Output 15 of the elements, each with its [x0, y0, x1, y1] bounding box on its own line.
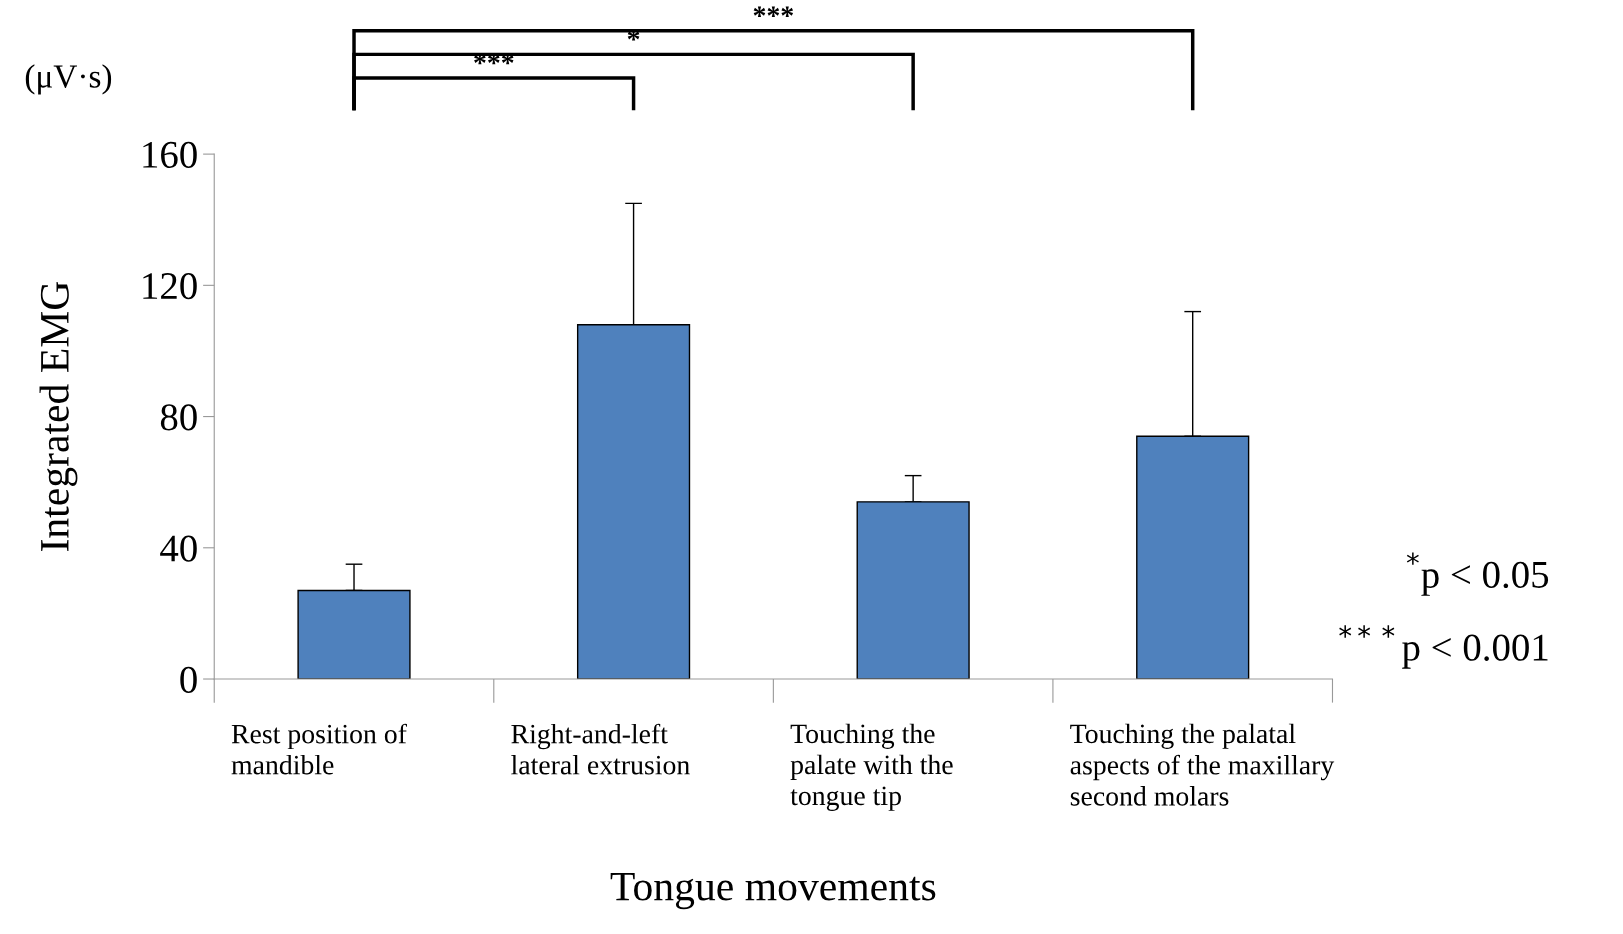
y-tick-label: 40	[160, 535, 197, 562]
text: ***	[753, 6, 794, 17]
y-tick-label: 0	[180, 666, 197, 693]
text: $^{*}$p < 0.05	[1406, 552, 1549, 596]
text: (μV·s)	[25, 64, 112, 95]
y-tick-label: 80	[160, 404, 197, 431]
x-axis-title: Tongue movements	[610, 872, 936, 910]
x-tick-label: Touching the palate with the tongue tip	[790, 723, 953, 811]
y-tick-label: 160	[143, 141, 197, 168]
x-tick-label: Touching the palatal aspects of the maxillary second molars	[1070, 723, 1335, 806]
y-axis-title: Integrated EMG	[39, 281, 78, 552]
text: $^{***}$p < 0.001	[1339, 625, 1548, 669]
x-tick-label: Right-and-left lateral extrusion	[511, 723, 690, 775]
x-tick-label: Rest position of mandible	[231, 723, 407, 775]
y-tick-label: 120	[143, 272, 197, 300]
